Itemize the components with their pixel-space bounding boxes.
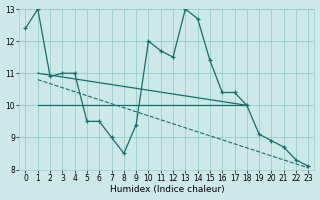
X-axis label: Humidex (Indice chaleur): Humidex (Indice chaleur): [109, 185, 224, 194]
